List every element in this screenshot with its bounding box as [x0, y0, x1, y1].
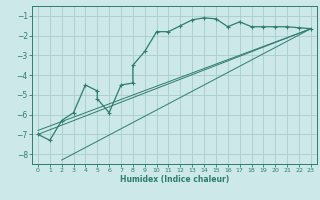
- X-axis label: Humidex (Indice chaleur): Humidex (Indice chaleur): [120, 175, 229, 184]
